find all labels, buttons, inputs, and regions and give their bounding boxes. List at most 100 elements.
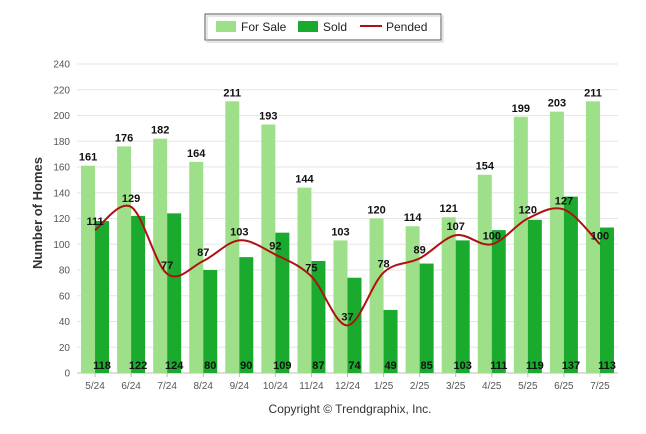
data-label-sold: 74: [348, 360, 361, 372]
bar-for-sale: [549, 111, 564, 373]
bar-sold: [311, 260, 326, 373]
bar-sold: [599, 227, 614, 373]
data-label-sold: 103: [454, 360, 472, 372]
bar-sold: [491, 230, 506, 373]
y-tick-label: 100: [53, 240, 70, 251]
bar-sold: [167, 213, 182, 373]
bar-sold: [383, 309, 398, 373]
data-label-pended: 37: [341, 311, 353, 323]
data-label-for-sale: 182: [151, 125, 169, 137]
data-label-pended: 87: [197, 247, 209, 259]
data-label-for-sale: 120: [367, 205, 385, 217]
y-axis-ticks: 0 20 40 60 80 100 120 140 160 180 200 220 240: [53, 60, 70, 380]
bar-sold: [95, 221, 110, 373]
x-tick-label: 6/25: [554, 381, 574, 392]
data-label-sold: 49: [384, 360, 396, 372]
data-label-pended: 111: [86, 216, 103, 228]
bars: [81, 101, 614, 374]
bar-sold: [527, 219, 542, 373]
data-label-pended: 100: [591, 230, 609, 242]
x-tick-label: 10/24: [263, 381, 288, 392]
data-label-for-sale: 164: [187, 148, 206, 160]
data-label-pended: 129: [122, 193, 140, 205]
y-tick-label: 40: [59, 317, 71, 328]
bar-sold: [275, 232, 290, 373]
legend: For Sale Sold Pended: [204, 13, 444, 43]
bar-sold: [455, 240, 470, 373]
data-label-pended: 92: [269, 241, 281, 253]
data-label-sold: 87: [312, 360, 324, 372]
x-tick-label: 1/25: [374, 381, 394, 392]
x-tick-label: 7/25: [590, 381, 610, 392]
data-label-for-sale: 154: [476, 161, 495, 173]
bar-for-sale: [117, 146, 132, 373]
x-tick-label: 3/25: [446, 381, 466, 392]
x-tick-label: 9/24: [230, 381, 250, 392]
data-label-sold: 137: [562, 360, 580, 372]
x-tick-label: 7/24: [157, 381, 177, 392]
bar-sold: [239, 257, 254, 373]
y-tick-label: 60: [59, 291, 71, 302]
data-label-pended: 127: [555, 195, 573, 207]
bar-for-sale: [225, 101, 240, 374]
data-label-pended: 89: [414, 244, 426, 256]
data-label-for-sale: 211: [223, 87, 241, 99]
legend-label-sold: Sold: [323, 20, 347, 34]
copyright-text: Copyright © Trendgraphix, Inc.: [269, 402, 432, 416]
legend-shadow: [206, 15, 444, 43]
data-label-pended: 77: [161, 260, 173, 272]
y-tick-label: 20: [59, 343, 71, 354]
y-tick-label: 140: [53, 188, 70, 199]
data-label-pended: 103: [230, 226, 248, 238]
legend-swatch-sold: [298, 21, 318, 32]
legend-swatch-for-sale: [216, 21, 236, 32]
bar-sold: [563, 196, 578, 373]
x-tick-label: 5/25: [518, 381, 538, 392]
data-label-sold: 109: [273, 360, 291, 372]
y-tick-label: 80: [59, 266, 71, 277]
y-tick-label: 0: [64, 369, 70, 380]
bar-for-sale: [261, 124, 276, 373]
x-tick-label: 4/25: [482, 381, 502, 392]
x-tick-label: 2/25: [410, 381, 430, 392]
x-tick-label: 6/24: [121, 381, 141, 392]
data-label-for-sale: 199: [512, 103, 530, 115]
bar-sold: [203, 270, 218, 373]
y-tick-label: 200: [53, 111, 70, 122]
data-label-sold: 122: [129, 360, 147, 372]
data-label-for-sale: 121: [440, 203, 458, 215]
data-label-pended: 107: [447, 221, 465, 233]
data-label-pended: 78: [377, 259, 389, 271]
data-label-sold: 80: [204, 360, 216, 372]
legend-label-for-sale: For Sale: [241, 20, 287, 34]
x-axis-ticks: 5/24 6/24 7/24 8/24 9/24 10/24 11/24 12/24 1/25 2…: [85, 373, 610, 392]
legend-box: [204, 13, 442, 41]
data-label-sold: 85: [421, 360, 433, 372]
bar-for-sale: [441, 217, 456, 373]
y-tick-label: 120: [53, 214, 70, 225]
data-label-for-sale: 114: [404, 212, 423, 224]
data-label-pended: 120: [519, 205, 537, 217]
y-tick-label: 160: [53, 163, 70, 174]
bar-for-sale: [333, 240, 348, 373]
bar-sold: [347, 277, 362, 373]
data-label-for-sale: 193: [259, 111, 277, 123]
data-label-sold: 90: [240, 360, 252, 372]
x-tick-label: 8/24: [193, 381, 213, 392]
data-label-sold: 118: [93, 360, 111, 372]
y-tick-label: 220: [53, 85, 70, 96]
bar-for-sale: [477, 174, 492, 373]
data-label-for-sale: 103: [331, 226, 349, 238]
data-label-for-sale: 176: [115, 132, 133, 144]
bar-for-sale: [513, 116, 528, 373]
bar-sold: [131, 215, 146, 373]
bar-for-sale: [189, 161, 204, 373]
data-label-pended: 75: [305, 262, 317, 274]
legend-label-pended: Pended: [386, 20, 427, 34]
bar-for-sale: [369, 218, 384, 373]
data-label-sold: 119: [526, 360, 544, 372]
pended-line: [94, 204, 601, 327]
bar-for-sale: [297, 187, 312, 373]
